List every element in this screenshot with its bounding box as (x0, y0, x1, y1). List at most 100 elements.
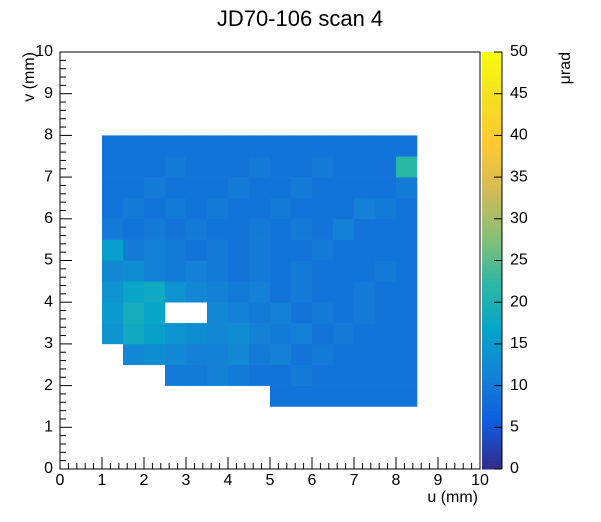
colorbar-segment (482, 164, 502, 170)
heat-cell (333, 218, 355, 240)
heat-cell (228, 156, 250, 178)
heat-cell (207, 177, 229, 199)
colorbar-segment (482, 273, 502, 278)
colorbar-segment (482, 52, 502, 57)
heat-cell (354, 197, 376, 220)
heat-cell (291, 343, 313, 366)
heat-cell (207, 156, 229, 178)
heat-cell (354, 239, 376, 261)
colorbar-segment (482, 227, 502, 232)
colorbar-segment (482, 122, 502, 128)
heat-cell (123, 239, 145, 261)
heat-cell (354, 218, 376, 240)
heat-cell (102, 218, 124, 240)
x-tick-label: 7 (350, 472, 359, 489)
heat-cell (228, 343, 250, 366)
heat-cell (123, 323, 145, 345)
z-tick-label: 0 (510, 460, 519, 477)
colorbar-segment (482, 381, 502, 387)
heat-cell (396, 218, 418, 240)
heat-cell (396, 281, 418, 303)
heat-cell (291, 156, 313, 178)
z-tick-label: 45 (510, 85, 528, 102)
y-tick-label: 3 (44, 335, 53, 352)
colorbar-segment (482, 443, 502, 449)
colorbar-segment (482, 331, 502, 337)
heat-cell (207, 218, 229, 240)
heat-cell (186, 364, 208, 386)
heat-cell (312, 177, 334, 199)
colorbar-segment (482, 252, 502, 257)
y-axis-label: v (mm) (21, 52, 38, 102)
colorbar-segment (482, 464, 502, 470)
chart-title: JD70-106 scan 4 (217, 6, 383, 31)
heat-cell (270, 260, 292, 282)
heat-cell (354, 156, 376, 178)
x-tick-label: 8 (392, 472, 401, 489)
colorbar-segment (482, 323, 502, 328)
colorbar-segment (482, 402, 502, 407)
y-tick-label: 5 (44, 252, 53, 269)
heat-cell (375, 218, 397, 240)
heat-cell (123, 343, 145, 366)
heat-cell (102, 302, 124, 324)
heat-cell (312, 218, 334, 240)
colorbar-segment (482, 277, 502, 282)
heat-cell (270, 156, 292, 178)
heat-cell (186, 177, 208, 199)
colorbar-segment (482, 218, 502, 224)
colorbar-segment (482, 406, 502, 412)
heat-cell (207, 343, 229, 366)
heat-cell (396, 260, 418, 282)
colorbar-segment (482, 352, 502, 357)
heat-cell (228, 177, 250, 199)
heat-cell (165, 281, 187, 303)
heat-cell (249, 281, 271, 303)
z-tick-label: 5 (510, 419, 519, 436)
heat-cell (270, 302, 292, 324)
heat-cell (186, 197, 208, 220)
heat-cell (354, 177, 376, 199)
colorbar-segment (482, 131, 502, 136)
heat-cell (207, 323, 229, 345)
colorbar-segment (482, 193, 502, 199)
heat-cell (207, 260, 229, 282)
colorbar-segment (482, 368, 502, 374)
heat-cell (249, 218, 271, 240)
heat-cell (375, 302, 397, 324)
colorbar-segment (482, 93, 502, 99)
heat-cell (291, 364, 313, 386)
z-tick-label: 25 (510, 252, 528, 269)
heat-cell (249, 260, 271, 282)
heat-cell (354, 343, 376, 366)
colorbar-segment (482, 423, 502, 428)
colorbar-segment (482, 385, 502, 391)
heat-cell (165, 197, 187, 220)
colorbar-segment (482, 139, 502, 145)
heat-cell (102, 281, 124, 303)
heat-cell (144, 135, 166, 157)
heat-cell (102, 197, 124, 220)
heat-cell (270, 239, 292, 261)
x-tick-label: 1 (98, 472, 107, 489)
heat-cell (144, 302, 166, 324)
heat-cell (312, 239, 334, 261)
heat-cell (165, 177, 187, 199)
heat-cell (375, 177, 397, 199)
heat-cell (312, 156, 334, 178)
heat-cell (354, 323, 376, 345)
colorbar-segment (482, 348, 502, 353)
colorbar-segment (482, 264, 502, 270)
colorbar-segment (482, 431, 502, 437)
heat-cell (270, 218, 292, 240)
heat-cell (123, 302, 145, 324)
heat-cell (354, 260, 376, 282)
heat-cell (312, 135, 334, 157)
heat-cell (165, 156, 187, 178)
colorbar-segment (482, 364, 502, 370)
heat-cell (375, 239, 397, 261)
colorbar-segment (482, 314, 502, 320)
heat-cell (396, 177, 418, 199)
colorbar-segment (482, 172, 502, 178)
